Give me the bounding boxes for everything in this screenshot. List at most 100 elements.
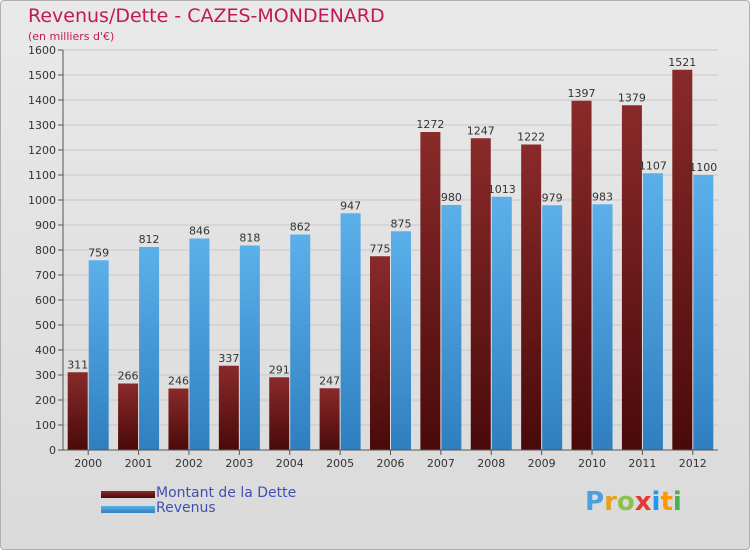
data-label-dette: 337 xyxy=(218,352,239,365)
proxiti-logo: Proxiti xyxy=(585,487,682,517)
y-tick-label: 900 xyxy=(35,219,56,232)
legend-swatch-dette xyxy=(101,491,155,498)
data-label-revenus: 818 xyxy=(239,232,260,245)
x-tick-label: 2000 xyxy=(74,457,102,470)
x-tick-label: 2003 xyxy=(225,457,253,470)
bar-dette xyxy=(218,365,239,450)
legend-swatch-revenus xyxy=(101,506,155,513)
bar-dette xyxy=(521,144,542,450)
x-tick-label: 2001 xyxy=(125,457,153,470)
bar-dette xyxy=(118,383,139,450)
bar-revenus xyxy=(542,205,563,450)
x-tick-label: 2012 xyxy=(679,457,707,470)
y-tick-label: 300 xyxy=(35,369,56,382)
bar-dette xyxy=(571,100,592,450)
bar-revenus xyxy=(642,173,663,450)
y-tick-label: 100 xyxy=(35,419,56,432)
x-tick-label: 2004 xyxy=(276,457,304,470)
legend-label-revenus: Revenus xyxy=(156,500,216,516)
data-label-revenus: 812 xyxy=(139,233,160,246)
y-tick-label: 700 xyxy=(35,269,56,282)
chart-subtitle: (en milliers d'€) xyxy=(28,30,115,43)
data-label-dette: 1397 xyxy=(568,87,596,100)
logo-letter: r xyxy=(604,487,617,517)
bar-dette xyxy=(67,372,88,450)
x-tick-label: 2006 xyxy=(377,457,405,470)
data-label-revenus: 979 xyxy=(542,191,563,204)
legend-item-dette: Montant de la Dette xyxy=(101,485,381,502)
y-tick-label: 1200 xyxy=(28,144,56,157)
y-tick-label: 1500 xyxy=(28,69,56,82)
bar-revenus xyxy=(491,196,512,450)
y-tick-label: 0 xyxy=(49,444,56,457)
x-tick-label: 2007 xyxy=(427,457,455,470)
data-label-dette: 1379 xyxy=(618,91,646,104)
data-label-dette: 1222 xyxy=(517,131,545,144)
data-label-revenus: 1100 xyxy=(689,161,717,174)
x-tick-label: 2005 xyxy=(326,457,354,470)
bar-dette xyxy=(319,388,340,450)
data-label-dette: 247 xyxy=(319,374,340,387)
x-tick-label: 2010 xyxy=(578,457,606,470)
y-tick-label: 1600 xyxy=(28,44,56,57)
data-label-revenus: 980 xyxy=(441,191,462,204)
y-tick-label: 800 xyxy=(35,244,56,257)
logo-letter: i xyxy=(672,487,682,517)
y-tick-label: 1100 xyxy=(28,169,56,182)
x-tick-label: 2011 xyxy=(628,457,656,470)
data-label-dette: 246 xyxy=(168,375,189,388)
bar-dette xyxy=(269,377,290,450)
x-tick-label: 2009 xyxy=(528,457,556,470)
logo-letter: x xyxy=(634,487,652,517)
y-tick-label: 200 xyxy=(35,394,56,407)
bar-revenus xyxy=(239,245,260,450)
logo-letter: P xyxy=(585,487,605,517)
data-label-revenus: 875 xyxy=(391,217,412,230)
x-tick-label: 2002 xyxy=(175,457,203,470)
bar-revenus xyxy=(290,234,311,450)
y-tick-label: 500 xyxy=(35,319,56,332)
logo-letter: t xyxy=(660,487,673,517)
y-tick-label: 400 xyxy=(35,344,56,357)
bar-dette xyxy=(420,132,441,450)
bar-revenus xyxy=(88,260,109,450)
y-tick-label: 1400 xyxy=(28,94,56,107)
data-label-revenus: 862 xyxy=(290,221,311,234)
bar-dette xyxy=(621,105,642,450)
data-label-dette: 775 xyxy=(370,242,391,255)
bar-revenus xyxy=(592,204,613,450)
legend-label-dette: Montant de la Dette xyxy=(156,485,297,501)
data-label-revenus: 1013 xyxy=(488,183,516,196)
data-label-revenus: 947 xyxy=(340,199,361,212)
x-tick-label: 2008 xyxy=(477,457,505,470)
bar-revenus xyxy=(693,175,714,450)
chart-title: Revenus/Dette - CAZES-MONDENARD xyxy=(28,5,385,27)
bar-revenus xyxy=(139,247,160,450)
data-label-revenus: 983 xyxy=(592,190,613,203)
data-label-dette: 266 xyxy=(118,370,139,383)
bar-dette xyxy=(168,388,189,450)
bar-dette xyxy=(672,69,693,450)
data-label-dette: 1521 xyxy=(668,56,696,69)
y-tick-label: 1000 xyxy=(28,194,56,207)
bar-revenus xyxy=(340,213,361,450)
data-label-dette: 1272 xyxy=(416,118,444,131)
data-label-dette: 291 xyxy=(269,363,290,376)
bar-revenus xyxy=(189,238,210,450)
bar-revenus xyxy=(391,231,411,450)
data-label-revenus: 1107 xyxy=(639,159,667,172)
bar-dette xyxy=(370,256,390,450)
data-label-revenus: 759 xyxy=(88,246,109,259)
y-tick-label: 1300 xyxy=(28,119,56,132)
data-label-dette: 311 xyxy=(67,358,88,371)
bar-revenus xyxy=(441,205,462,450)
logo-letter: i xyxy=(651,487,661,517)
bar-dette xyxy=(470,138,491,450)
y-tick-label: 600 xyxy=(35,294,56,307)
legend-item-revenus: Revenus xyxy=(101,500,381,517)
data-label-dette: 1247 xyxy=(467,124,495,137)
logo-letter: o xyxy=(616,487,635,517)
data-label-revenus: 846 xyxy=(189,225,210,238)
